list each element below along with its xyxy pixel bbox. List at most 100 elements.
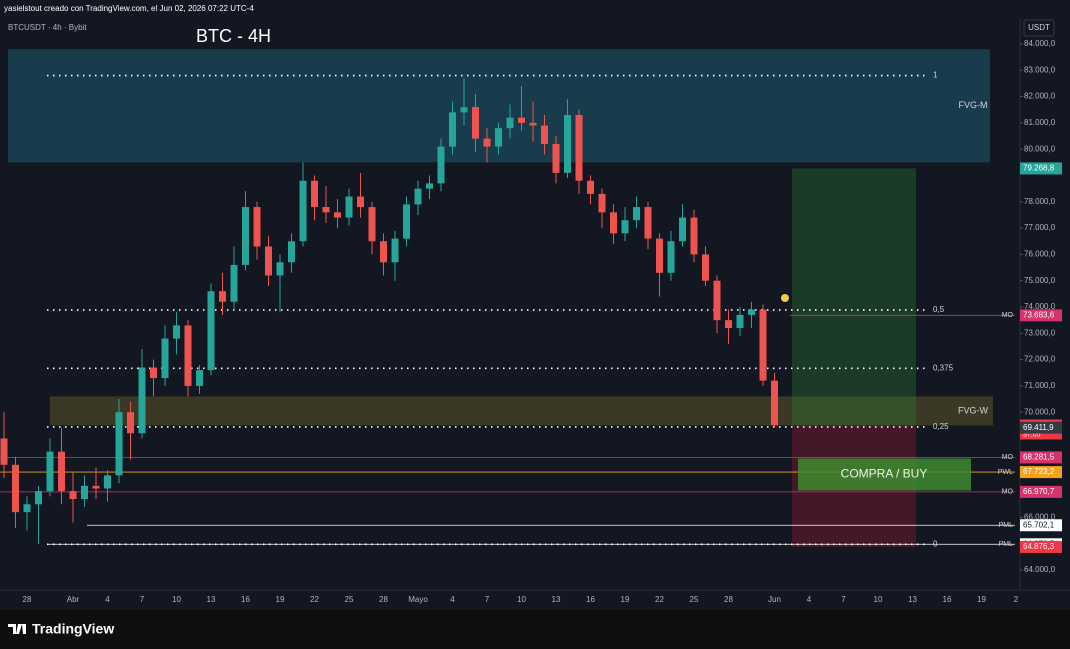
candle-body (242, 207, 249, 265)
candle-body (725, 320, 732, 329)
symbol: BTCUSDT · 4h · Bybit (8, 23, 87, 32)
y-tick-label: 78.000,0 (1024, 197, 1056, 206)
candle-body (81, 485, 88, 499)
price-tag (1020, 519, 1062, 532)
logo: TradingView (8, 621, 114, 637)
candle-body (173, 325, 180, 339)
price-tag (1020, 162, 1062, 175)
candle-body (127, 412, 134, 434)
level-name: MO (1002, 312, 1014, 319)
candle-body (230, 264, 238, 302)
y-tick-label: 77.000,0 (1024, 223, 1056, 232)
x-tick-label: 13 (207, 595, 216, 604)
x-tick-label: 10 (517, 595, 526, 604)
y-tick-label: 81.000,0 (1024, 118, 1056, 127)
currency-button[interactable] (1023, 19, 1055, 37)
candle-body (265, 246, 272, 276)
candle-body (138, 367, 146, 434)
candle-body (35, 491, 42, 505)
price-tag-label: 66.970,7 (1023, 487, 1055, 496)
fib-label: 1 (933, 71, 938, 80)
y-tick-label: 84.000,0 (1024, 39, 1056, 48)
x-tick-label: 10 (172, 595, 181, 604)
level-name: MO (1002, 454, 1014, 461)
candle-body (92, 485, 100, 489)
x-tick-label: 16 (943, 595, 952, 604)
x-tick-label: 28 (379, 595, 388, 604)
candle-body (587, 180, 594, 194)
y-tick-label: 74.000,0 (1024, 302, 1056, 311)
candle-body (759, 309, 767, 381)
x-tick-label: 7 (841, 595, 846, 604)
candle-body (541, 125, 548, 144)
fib-label: 0,25 (933, 422, 949, 431)
y-tick-label: 75.000,0 (1024, 276, 1056, 285)
y-tick-label: 76.000,0 (1024, 250, 1056, 259)
y-tick-label: 70.000,0 (1024, 407, 1056, 416)
candle-body (345, 196, 353, 218)
x-tick-label: 7 (485, 595, 490, 604)
candle-body (368, 207, 376, 242)
price-tag-label: 68.281,5 (1023, 453, 1055, 462)
x-tick-label: 2 (1014, 595, 1019, 604)
candle-body (679, 217, 686, 242)
x-tick-label: 19 (621, 595, 630, 604)
candle-body (667, 241, 675, 273)
candle-body (23, 504, 31, 513)
candle-body (391, 238, 399, 263)
candle-body (518, 117, 525, 123)
candle-body (357, 196, 364, 208)
price-tag-label: 65.702,1 (1023, 520, 1055, 529)
x-tick-label: 22 (655, 595, 664, 604)
x-tick-label: 19 (276, 595, 285, 604)
fib-label: 0,5 (933, 305, 945, 314)
footer-bar (0, 610, 1070, 649)
candle-body (656, 238, 663, 273)
candle-body (184, 325, 192, 386)
y-tick-label: 72.000,0 (1024, 355, 1056, 364)
candle-body (529, 122, 537, 126)
candle-body (702, 254, 709, 281)
price-tag (1020, 309, 1062, 322)
fib-label: 0 (933, 539, 938, 548)
idea-icon (781, 294, 789, 302)
candle-body (472, 107, 479, 139)
x-tick-label: 7 (140, 595, 145, 604)
candle-body (0, 438, 8, 465)
candle-body (483, 138, 491, 147)
x-tick-label: Abr (67, 595, 80, 604)
price-tag-label: 69.411,9 (1023, 423, 1054, 432)
x-tick-label: Jun (768, 595, 781, 604)
y-tick-label: 83.000,0 (1024, 65, 1056, 74)
x-tick-label: Mayo (408, 595, 428, 604)
y-tick-label: 66.000,0 (1024, 513, 1056, 522)
candle-body (276, 262, 284, 276)
candle-body (58, 451, 65, 492)
price-tag-label: 64.876,3 (1023, 542, 1055, 551)
level-name: MO (1002, 489, 1014, 496)
candle-body (713, 280, 721, 321)
candle-body (506, 117, 514, 129)
candle-body (437, 146, 445, 184)
currency[interactable]: USDT (1028, 23, 1050, 32)
candle-body (219, 291, 226, 302)
price-tag-label: 73.683,6 (1023, 310, 1055, 319)
candle-body (552, 143, 560, 173)
candle-body (334, 212, 341, 218)
y-tick-label: 73.000,0 (1024, 328, 1056, 337)
x-tick-label: 22 (310, 595, 319, 604)
price-tag-label: 79.268,8 (1023, 164, 1055, 173)
price-tag (1020, 485, 1062, 498)
logo-icon (8, 624, 26, 634)
candle-body (299, 180, 307, 242)
level-name: PML (999, 522, 1014, 529)
candle-body (12, 464, 19, 513)
price-tag (1020, 540, 1062, 553)
level-name: PWL (998, 469, 1013, 476)
candle-body (771, 380, 778, 426)
candle-body (104, 475, 111, 489)
x-tick-label: 16 (241, 595, 250, 604)
candle-body (598, 193, 606, 213)
y-tick-label: 82.000,0 (1024, 92, 1056, 101)
